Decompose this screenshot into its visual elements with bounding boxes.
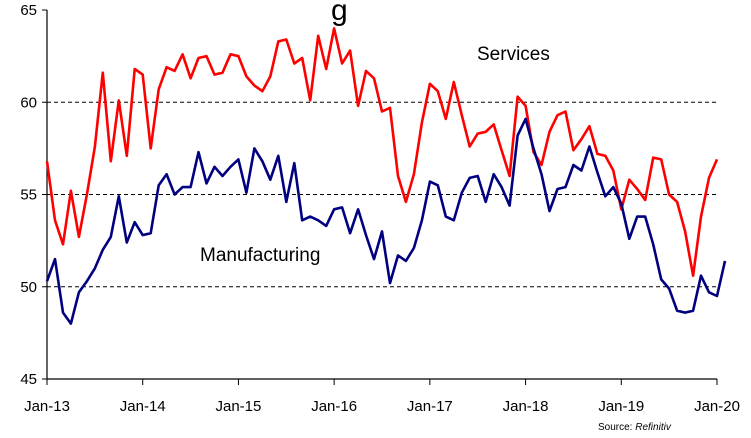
x-tick-label-Jan-19: Jan-19 — [598, 398, 644, 415]
source-note: Source: Refinitiv — [598, 422, 672, 433]
x-tick-label-Jan-14: Jan-14 — [120, 398, 166, 415]
chart-title-fragment: g — [331, 0, 348, 27]
series-line-manufacturing — [45, 117, 727, 325]
x-tick-label-Jan-18: Jan-18 — [503, 398, 549, 415]
series-lines — [45, 27, 727, 325]
x-tick-label-Jan-20: Jan-20 — [694, 398, 740, 415]
y-tick-label-45: 45 — [20, 371, 37, 388]
y-tick-label-60: 60 — [20, 94, 37, 111]
x-tick-label-Jan-13: Jan-13 — [24, 398, 70, 415]
x-tick-label-Jan-15: Jan-15 — [215, 398, 261, 415]
x-tick-label-Jan-17: Jan-17 — [407, 398, 453, 415]
axes: 45 50 55 60 65 Jan-13 Jan-14 Jan-15 Jan-16 Jan-17… — [20, 2, 740, 415]
source-prefix: Source: — [598, 422, 635, 433]
y-tick-label-55: 55 — [20, 187, 37, 204]
services-annotation: Services — [477, 44, 550, 65]
source-name: Refinitiv — [635, 422, 672, 433]
y-tick-label-65: 65 — [20, 2, 37, 19]
series-line-services — [45, 27, 719, 278]
x-tick-label-Jan-16: Jan-16 — [311, 398, 357, 415]
manufacturing-annotation: Manufacturing — [200, 245, 320, 266]
y-tick-label-50: 50 — [20, 279, 37, 296]
